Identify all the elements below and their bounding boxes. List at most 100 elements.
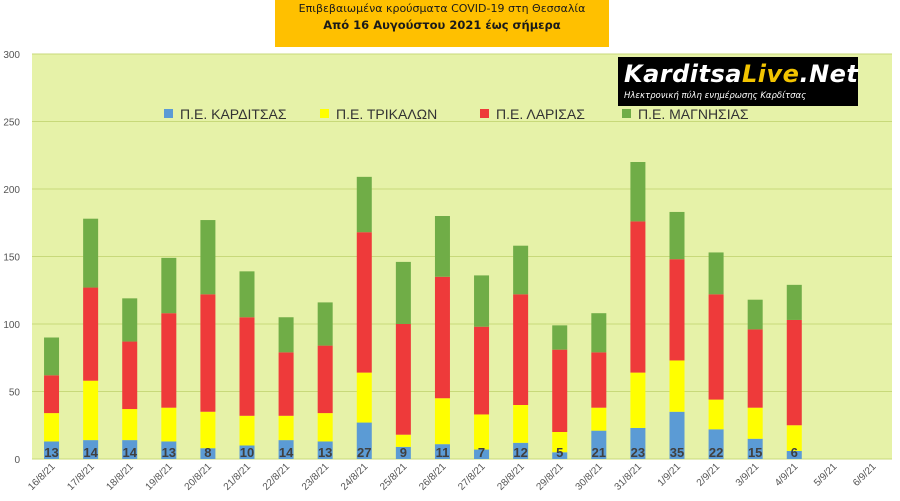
bar-segment-trikala [278, 415, 294, 441]
bar-segment-magnisia [552, 325, 568, 350]
bar-segment-larisa [122, 341, 138, 410]
bar-segment-larisa [395, 324, 411, 435]
bar-segment-magnisia [44, 337, 60, 376]
x-tick-label: 1/9/21 [656, 461, 684, 489]
x-tick-label: 30/8/21 [574, 461, 606, 493]
bar-segment-karditsa [356, 422, 372, 459]
bar-segment-magnisia [278, 317, 294, 353]
chart-title: Επιβεβαιωμένα κρούσματα COVID-19 στη Θεσ… [298, 2, 586, 15]
bar-segment-larisa [630, 221, 646, 373]
bar-segment-magnisia [786, 284, 802, 320]
legend-label-magnisia: Π.Ε. ΜΑΓΝΗΣΙΑΣ [638, 106, 749, 122]
bar-segment-trikala [356, 372, 372, 423]
bar-segment-karditsa [747, 438, 763, 459]
x-tick-label: 25/8/21 [378, 461, 410, 493]
y-axis: 0 50 100 150 200 250 300 [3, 50, 20, 466]
data-label: 8 [204, 445, 211, 460]
bar-segment-trikala [122, 409, 138, 441]
bar-segment-karditsa [83, 440, 99, 459]
bar-segment-trikala [434, 398, 450, 445]
data-label: 35 [670, 445, 684, 460]
bar-segment-trikala [239, 415, 255, 446]
x-tick-label: 28/8/21 [495, 461, 527, 493]
data-label: 13 [162, 445, 176, 460]
bar-segment-magnisia [200, 220, 216, 295]
bar-segment-larisa [434, 276, 450, 399]
bar-segment-trikala [786, 425, 802, 451]
x-tick-label: 17/8/21 [65, 461, 97, 493]
x-tick-label: 24/8/21 [339, 461, 371, 493]
bar-segment-magnisia [474, 275, 490, 327]
legend-label-larisa: Π.Ε. ΛΑΡΙΣΑΣ [496, 106, 585, 122]
x-tick-label: 18/8/21 [104, 461, 136, 493]
bar-segment-larisa [786, 319, 802, 426]
data-label: 21 [592, 445, 606, 460]
logo-brand-part2: Live [742, 60, 800, 88]
data-label: 13 [318, 445, 332, 460]
x-tick-label: 26/8/21 [417, 461, 449, 493]
bar-segment-larisa [161, 313, 177, 408]
bar-segment-karditsa [278, 440, 294, 459]
data-label: 10 [240, 445, 254, 460]
bar-segment-karditsa [44, 441, 60, 459]
bar-segment-larisa [591, 352, 607, 408]
bar-segment-larisa [83, 287, 99, 381]
bar-segment-trikala [591, 407, 607, 431]
bar-segment-trikala [669, 360, 685, 412]
bar-segment-trikala [161, 407, 177, 442]
data-label: 22 [709, 445, 723, 460]
bar-segment-magnisia [356, 176, 372, 233]
bar-segment-larisa [278, 352, 294, 416]
bar-segment-trikala [474, 414, 490, 450]
data-label: 7 [478, 445, 485, 460]
data-label: 11 [436, 445, 450, 460]
bar-segment-karditsa [552, 452, 568, 459]
bar-segment-karditsa [200, 448, 216, 459]
x-tick-label: 5/9/21 [812, 461, 840, 489]
x-tick-label: 23/8/21 [300, 461, 332, 493]
bar-segment-larisa [317, 345, 333, 414]
bar-segment-trikala [552, 432, 568, 453]
bar-segment-larisa [708, 294, 724, 400]
bar-segment-magnisia [239, 271, 255, 318]
bar-segment-trikala [317, 413, 333, 442]
data-label: 14 [122, 445, 137, 460]
bar-segment-magnisia [434, 216, 450, 277]
y-tick-label: 250 [3, 118, 20, 129]
bar-segment-magnisia [669, 211, 685, 260]
x-tick-label: 6/9/21 [851, 461, 879, 489]
bar-segment-karditsa [786, 450, 802, 459]
bar-segment-larisa [552, 349, 568, 432]
x-tick-label: 2/9/21 [695, 461, 723, 489]
y-tick-label: 150 [3, 253, 20, 264]
y-tick-label: 200 [3, 185, 20, 196]
legend: Π.Ε. ΚΑΡΔΙΤΣΑΣ Π.Ε. ΤΡΙΚΑΛΩΝ Π.Ε. ΛΑΡΙΣΑΣ Π… [164, 106, 749, 122]
karditsalive-logo: KarditsaLive.Net Ηλεκτρονική πύλη ενημέρ… [618, 57, 858, 106]
bar-segment-karditsa [317, 441, 333, 459]
bar-segment-karditsa [591, 430, 607, 459]
data-label: 5 [556, 445, 563, 460]
bar-segment-larisa [200, 294, 216, 412]
bar-segment-trikala [708, 399, 724, 430]
logo-subtitle: Ηλεκτρονική πύλη ενημέρωσης Καρδίτσας [624, 91, 807, 101]
data-label: 27 [357, 445, 371, 460]
data-label: 15 [748, 445, 762, 460]
legend-swatch-larisa [480, 109, 489, 118]
bar-segment-magnisia [747, 299, 763, 330]
legend-label-karditsa: Π.Ε. ΚΑΡΔΙΤΣΑΣ [180, 106, 287, 122]
bar-segment-trikala [747, 407, 763, 439]
bar-segment-magnisia [395, 261, 411, 324]
x-tick-label: 21/8/21 [222, 461, 254, 493]
y-tick-label: 0 [14, 455, 20, 466]
bar-segment-magnisia [317, 302, 333, 346]
y-tick-label: 50 [9, 388, 21, 399]
bar-segment-magnisia [513, 245, 529, 295]
chart-subtitle: Από 16 Αυγούστου 2021 έως σήμερα [323, 18, 561, 32]
bars [44, 162, 802, 459]
bar-segment-karditsa [513, 442, 529, 459]
legend-swatch-karditsa [164, 109, 173, 118]
bar-segment-karditsa [434, 444, 450, 459]
bar-segment-trikala [630, 372, 646, 428]
bar-segment-trikala [513, 405, 529, 443]
bar-segment-magnisia [122, 298, 138, 342]
